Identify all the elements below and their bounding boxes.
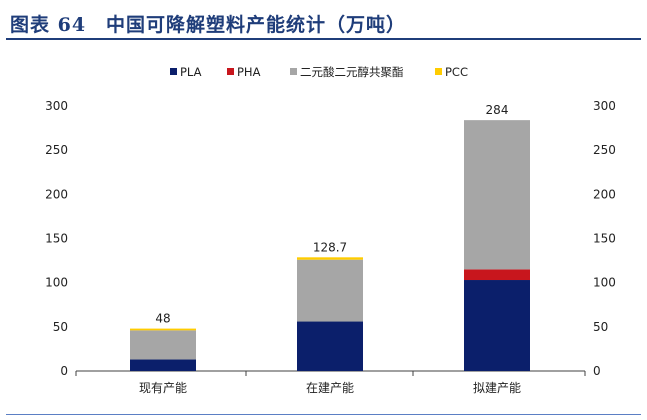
data-label: 284 bbox=[486, 103, 509, 117]
data-label: 128.7 bbox=[313, 240, 347, 254]
y2-tick-label: 200 bbox=[593, 187, 616, 201]
axes-group: 0 50 100 150 200 250 300 0 50 100 150 200 250 300 现有产能… bbox=[45, 99, 616, 395]
legend-label: PLA bbox=[180, 65, 202, 79]
bar-segment bbox=[464, 280, 530, 371]
bar-segment bbox=[130, 330, 196, 360]
bar-segment bbox=[297, 259, 363, 322]
y2-tick-label: 250 bbox=[593, 143, 616, 157]
x-tick-label: 现有产能 bbox=[139, 381, 187, 395]
x-tick-label: 拟建产能 bbox=[473, 381, 521, 395]
bar-segment bbox=[297, 257, 363, 260]
bar-segment bbox=[130, 328, 196, 331]
y2-tick-label: 100 bbox=[593, 276, 616, 290]
figure-title: 图表 64 中国可降解塑料产能统计（万吨） bbox=[10, 14, 407, 36]
bar-segment bbox=[297, 321, 363, 371]
y-tick-label: 150 bbox=[45, 232, 68, 246]
legend-swatch bbox=[435, 68, 442, 75]
y-tick-label: 100 bbox=[45, 276, 68, 290]
y-tick-label: 250 bbox=[45, 143, 68, 157]
y-tick-label: 200 bbox=[45, 187, 68, 201]
y-tick-label: 300 bbox=[45, 99, 68, 113]
data-label: 48 bbox=[155, 312, 170, 326]
y-tick-label: 0 bbox=[60, 364, 68, 378]
bar-segment bbox=[130, 359, 196, 371]
x-tick-label: 在建产能 bbox=[306, 381, 354, 395]
legend-label: PHA bbox=[237, 65, 261, 79]
legend-swatch bbox=[170, 68, 177, 75]
legend-swatch bbox=[290, 68, 297, 75]
legend: PLA PHA 二元酸二元醇共聚酯 PCC bbox=[170, 65, 468, 79]
title-bar: 图表 64 中国可降解塑料产能统计（万吨） bbox=[6, 4, 641, 40]
bars-group: 48 128.7 284 bbox=[130, 103, 530, 371]
y2-tick-label: 50 bbox=[593, 320, 608, 334]
y-tick-label: 50 bbox=[53, 320, 68, 334]
legend-label: 二元酸二元醇共聚酯 bbox=[300, 65, 404, 79]
legend-label: PCC bbox=[445, 65, 468, 79]
y2-tick-label: 150 bbox=[593, 232, 616, 246]
legend-swatch bbox=[227, 68, 234, 75]
bar-segment bbox=[464, 120, 530, 270]
bar-segment bbox=[464, 269, 530, 281]
y2-tick-label: 300 bbox=[593, 99, 616, 113]
footer-rule bbox=[6, 414, 641, 415]
y2-tick-label: 0 bbox=[593, 364, 601, 378]
